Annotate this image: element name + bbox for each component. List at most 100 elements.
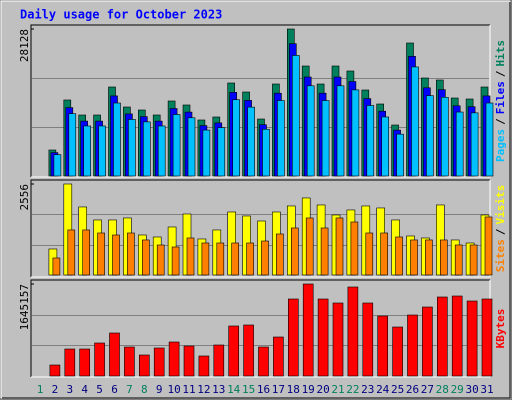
bar xyxy=(142,239,150,276)
bar xyxy=(124,346,135,377)
bar xyxy=(198,355,210,377)
x-tick-label: 2 xyxy=(52,383,59,396)
bar xyxy=(440,96,449,177)
bar xyxy=(94,342,105,377)
bar xyxy=(436,296,448,377)
bar xyxy=(186,237,195,276)
bar xyxy=(305,217,314,276)
bar xyxy=(396,133,404,177)
bar xyxy=(153,347,165,377)
x-tick-label: 15 xyxy=(242,383,255,396)
bar xyxy=(98,125,106,177)
y-tick-label: 1645157 xyxy=(18,284,31,330)
x-tick-label: 20 xyxy=(316,383,329,396)
bar xyxy=(439,239,448,276)
x-tick-label: 26 xyxy=(406,383,419,396)
x-tick-label: 8 xyxy=(141,383,148,396)
bar xyxy=(172,114,181,177)
x-tick-label: 31 xyxy=(480,383,493,396)
bar xyxy=(258,346,269,377)
bar xyxy=(216,242,225,276)
x-tick-label: 1 xyxy=(37,383,44,396)
x-tick-label: 16 xyxy=(257,383,270,396)
bar xyxy=(321,100,330,177)
bar xyxy=(64,348,76,377)
x-tick-label: 6 xyxy=(111,383,118,396)
legend-separator: / xyxy=(494,70,507,77)
legend-entry: Visits xyxy=(494,185,507,225)
legend-entry: KBytes xyxy=(494,309,507,349)
bar xyxy=(451,295,463,377)
bar xyxy=(392,326,403,377)
bar xyxy=(351,89,360,177)
bar xyxy=(53,154,62,177)
x-tick-label: 11 xyxy=(182,383,195,396)
x-tick-label: 4 xyxy=(81,383,88,396)
bar xyxy=(381,116,390,177)
bar xyxy=(425,239,433,276)
bar xyxy=(49,364,61,377)
bar xyxy=(332,302,344,377)
x-tick-label: 18 xyxy=(287,383,300,396)
x-tick-label: 30 xyxy=(465,383,478,396)
bar xyxy=(455,111,464,177)
bar xyxy=(156,244,165,276)
legend: Sites / Visits xyxy=(494,185,507,273)
bar xyxy=(247,106,255,177)
bar xyxy=(157,125,166,177)
bar xyxy=(484,216,493,276)
bar xyxy=(469,244,478,276)
bar xyxy=(139,354,150,377)
bar xyxy=(273,336,284,377)
bar xyxy=(380,232,389,276)
bar xyxy=(470,112,479,177)
bar xyxy=(262,128,270,177)
panel-bevel xyxy=(30,279,490,377)
bar xyxy=(320,227,329,276)
bar xyxy=(407,314,418,377)
bar xyxy=(287,298,299,377)
y-tick-label: 28128 xyxy=(18,29,31,62)
bar xyxy=(217,127,226,177)
x-tick-label: 22 xyxy=(346,383,359,396)
legend: KBytes xyxy=(494,309,507,349)
bar xyxy=(306,85,315,177)
x-tick-label: 25 xyxy=(391,383,404,396)
panel-bevel xyxy=(31,25,491,178)
x-tick-label: 27 xyxy=(421,383,434,396)
legend-entry: Hits xyxy=(494,40,507,67)
bar xyxy=(426,95,434,177)
bar xyxy=(261,240,269,276)
legend-entry: Files xyxy=(494,81,507,114)
bar xyxy=(183,345,195,377)
x-tick-label: 14 xyxy=(227,383,241,396)
bar xyxy=(336,85,345,177)
x-tick-label: 24 xyxy=(376,383,390,396)
bar xyxy=(377,315,389,377)
x-tick-label: 3 xyxy=(66,383,73,396)
bar xyxy=(317,298,329,377)
x-tick-label: 10 xyxy=(167,383,180,396)
bar xyxy=(168,341,180,377)
bar xyxy=(243,324,254,377)
bar xyxy=(466,300,478,377)
legend-separator: / xyxy=(494,118,507,125)
x-tick-label: 29 xyxy=(451,383,464,396)
bar xyxy=(411,66,419,177)
bar xyxy=(277,100,285,177)
bar xyxy=(347,286,359,377)
bar xyxy=(201,242,210,276)
x-tick-label: 13 xyxy=(212,383,225,396)
x-tick-label: 17 xyxy=(272,383,285,396)
bar xyxy=(109,332,120,377)
x-tick-label: 5 xyxy=(96,383,103,396)
bar xyxy=(112,234,120,276)
legend-entry: Sites xyxy=(494,239,507,272)
bar xyxy=(113,102,121,177)
bar xyxy=(454,244,463,276)
panel-bevel xyxy=(30,179,490,277)
bar xyxy=(79,348,90,377)
bar xyxy=(276,233,284,276)
x-tick-label: 19 xyxy=(302,383,315,396)
